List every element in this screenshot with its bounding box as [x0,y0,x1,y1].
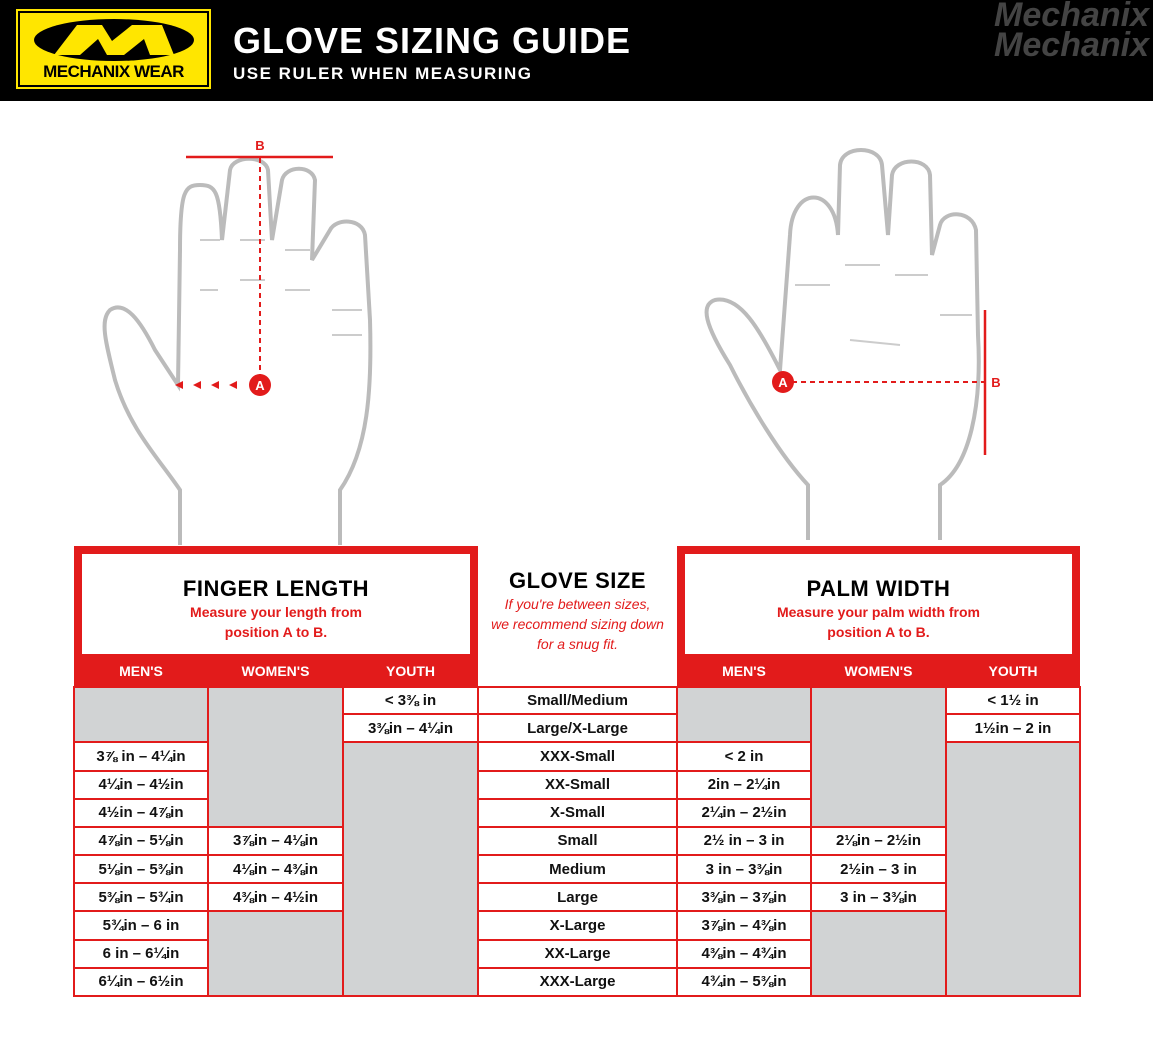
measurement-cell: 2½in – 3 in [811,855,946,884]
empty-cell [811,686,946,827]
palm-width-desc: Measure your palm width from [776,604,981,620]
watermark-logo: Mechanix Mechanix [994,0,1149,64]
measurement-cell: 3 in – 3⅜in [811,883,946,912]
glove-size-cell: Small [478,826,677,856]
measurement-cell: 3⅞in – 4⅜in [677,911,811,940]
measurement-cell: 5⅜in – 5¾in [74,883,208,912]
glove-size-title: GLOVE SIZE [508,568,647,593]
empty-cell [343,742,478,996]
col-palm-youth: YOUTH [988,663,1038,679]
measurement-cell: 4½in – 4⅞in [74,798,208,827]
measurement-cell: 5⅛in – 5⅜in [74,855,208,884]
col-palm-men: MEN'S [722,663,766,679]
empty-cell [208,911,343,996]
empty-cell [811,911,946,996]
measurement-cell: 3⅞ in – 4¼in [74,742,208,771]
measurement-cell: 4⅜in – 4¾in [677,939,811,968]
glove-size-cell: XXX-Small [478,742,677,771]
measurement-cell: 2¼in – 2½in [677,798,811,827]
measurement-cell: 4⅜in – 4½in [208,883,343,912]
palm-width-desc: position A to B. [827,624,930,640]
glove-size-cell: XX-Large [478,939,677,968]
measurement-cell: 2½ in – 3 in [677,826,811,856]
measurement-cell: < 1½ in [946,686,1080,715]
measurement-cell: 2in – 2¼in [677,770,811,799]
measurement-cell: 3 in – 3⅜in [677,855,811,884]
palm-width-title: PALM WIDTH [806,576,951,601]
brand-logo: MECHANIX WEAR [16,9,211,89]
measurement-cell: < 2 in [677,742,811,771]
point-b-label: B [255,138,264,153]
glove-size-note: If you're between sizes, [504,596,651,612]
point-a-label: A [255,378,265,393]
m-logo-icon [34,19,194,61]
finger-length-panel: FINGER LENGTH Measure your length from p… [74,546,478,688]
empty-cell [946,742,1080,996]
point-a-label: A [778,375,788,390]
glove-size-note: for a snug fit. [537,636,618,652]
col-finger-men: MEN'S [119,663,163,679]
measurement-cell: 3⅜in – 4¼in [343,714,478,743]
glove-size-cell: Large [478,883,677,912]
glove-size-cell: Medium [478,855,677,884]
palm-width-panel: PALM WIDTH Measure your palm width from … [677,546,1080,688]
measurement-cell: 3⅞in – 4⅛in [208,826,343,856]
finger-length-desc: position A to B. [224,624,328,640]
empty-cell [677,686,811,743]
finger-length-desc: Measure your length from [190,604,362,620]
measurement-cell: < 3⅜ in [343,686,478,715]
measurement-cell: 5¾in – 6 in [74,911,208,940]
glove-size-cell: Small/Medium [478,686,677,715]
glove-size-note: we recommend sizing down [491,616,664,632]
glove-size-cell: Large/X-Large [478,714,677,743]
header: MECHANIX WEAR GLOVE SIZING GUIDE USE RUL… [0,0,1153,101]
measurement-cell: 2⅛in – 2½in [811,826,946,856]
col-finger-women: WOMEN'S [241,663,310,679]
point-b-label: B [991,375,1000,390]
page-title: GLOVE SIZING GUIDE [233,20,632,61]
measurement-cell: 6 in – 6¼in [74,939,208,968]
measurement-cell: 4¾in – 5⅜in [677,967,811,996]
brand-name: MECHANIX WEAR [43,62,184,81]
palm-width-hand-diagram: A B [704,148,1001,540]
measurement-cell: 3⅜in – 3⅞in [677,883,811,912]
page-subtitle: USE RULER WHEN MEASURING [233,64,533,83]
finger-length-hand-diagram: B A [102,138,373,545]
col-palm-women: WOMEN'S [844,663,913,679]
measurement-cell: 6¼in – 6½in [74,967,208,996]
glove-size-cell: XXX-Large [478,967,677,996]
measurement-cell: 4⅞in – 5⅛in [74,826,208,856]
glove-size-cell: X-Small [478,798,677,827]
glove-size-header: GLOVE SIZE If you're between sizes, we r… [478,546,677,686]
measurement-cell: 1½in – 2 in [946,714,1080,743]
measurement-cell: 4⅛in – 4⅜in [208,855,343,884]
finger-length-title: FINGER LENGTH [182,576,370,601]
col-finger-youth: YOUTH [386,663,435,679]
glove-size-cell: XX-Small [478,770,677,799]
glove-size-cell: X-Large [478,911,677,940]
empty-cell [74,686,208,743]
empty-cell [208,686,343,827]
measurement-cell: 4¼in – 4½in [74,770,208,799]
